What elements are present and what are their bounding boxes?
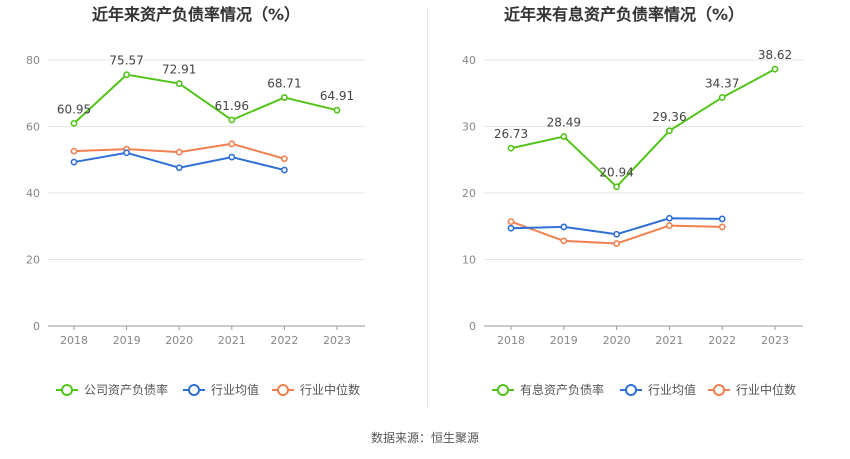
data-point bbox=[718, 94, 726, 101]
panel-divider bbox=[427, 8, 428, 408]
data-label: 38.62 bbox=[758, 48, 792, 62]
data-point bbox=[613, 183, 620, 191]
data-point bbox=[613, 240, 620, 247]
data-point bbox=[280, 166, 288, 174]
data-point bbox=[560, 133, 568, 140]
data-label: 61.96 bbox=[215, 99, 249, 113]
data-point bbox=[123, 71, 130, 79]
data-point bbox=[666, 214, 673, 222]
legend-marker bbox=[625, 384, 637, 396]
data-point bbox=[228, 153, 236, 161]
data-point bbox=[123, 149, 130, 157]
data-label: 26.73 bbox=[494, 127, 528, 141]
y-tick-label: 0 bbox=[33, 320, 40, 333]
data-point bbox=[70, 147, 78, 155]
x-tick-label: 2020 bbox=[603, 334, 631, 347]
data-point bbox=[666, 127, 673, 135]
legend-label: 公司资产负债率 bbox=[84, 382, 168, 397]
legend-label: 行业均值 bbox=[648, 382, 696, 397]
data-label: 75.57 bbox=[109, 54, 143, 68]
x-tick-label: 2021 bbox=[218, 334, 246, 347]
data-source-note: 数据来源：恒生聚源 bbox=[370, 431, 479, 445]
data-label: 28.49 bbox=[547, 116, 581, 130]
x-tick-label: 2019 bbox=[113, 334, 141, 347]
data-label: 72.91 bbox=[162, 63, 196, 77]
legend-marker bbox=[713, 384, 725, 396]
chart-title: 近年来资产负债率情况（%） bbox=[92, 5, 300, 24]
legend-marker bbox=[277, 384, 289, 396]
data-label: 60.95 bbox=[57, 102, 91, 116]
data-point bbox=[613, 230, 620, 238]
y-tick-label: 20 bbox=[26, 254, 40, 267]
legend-label: 有息资产负债率 bbox=[520, 382, 604, 397]
x-tick-label: 2020 bbox=[165, 334, 193, 347]
legend-label: 行业均值 bbox=[211, 382, 259, 397]
legend-marker bbox=[497, 384, 509, 396]
data-point bbox=[280, 155, 288, 163]
y-tick-label: 0 bbox=[469, 320, 476, 333]
series-line bbox=[510, 68, 776, 189]
x-tick-label: 2022 bbox=[708, 334, 736, 347]
legend-label: 行业中位数 bbox=[300, 382, 360, 397]
y-tick-label: 80 bbox=[26, 54, 40, 67]
x-tick-label: 2021 bbox=[655, 334, 683, 347]
x-tick-label: 2022 bbox=[270, 334, 298, 347]
data-label: 29.36 bbox=[652, 110, 686, 124]
y-tick-label: 40 bbox=[26, 187, 40, 200]
data-point bbox=[560, 223, 568, 231]
y-tick-label: 20 bbox=[462, 187, 476, 200]
chart-title: 近年来有息资产负债率情况（%） bbox=[504, 5, 744, 24]
legend-label: 行业中位数 bbox=[736, 382, 796, 397]
data-point bbox=[70, 119, 78, 127]
x-tick-label: 2018 bbox=[497, 334, 525, 347]
data-point bbox=[718, 223, 726, 231]
data-point bbox=[560, 237, 568, 245]
data-label: 20.94 bbox=[599, 166, 633, 180]
data-label: 34.37 bbox=[705, 76, 739, 90]
legend-marker bbox=[61, 384, 73, 396]
data-point bbox=[507, 224, 515, 232]
x-tick-label: 2023 bbox=[761, 334, 789, 347]
data-point bbox=[771, 65, 779, 73]
data-label: 64.91 bbox=[320, 89, 354, 103]
data-point bbox=[718, 215, 726, 223]
y-tick-label: 10 bbox=[462, 254, 476, 267]
data-point bbox=[333, 106, 341, 114]
data-point bbox=[70, 158, 78, 166]
data-point bbox=[175, 148, 183, 156]
data-point bbox=[280, 94, 288, 101]
legend-marker bbox=[188, 384, 200, 396]
y-tick-label: 60 bbox=[26, 121, 40, 134]
x-tick-label: 2018 bbox=[60, 334, 88, 347]
series-line bbox=[73, 73, 338, 125]
y-tick-label: 40 bbox=[462, 54, 476, 67]
data-point bbox=[175, 164, 183, 172]
x-tick-label: 2023 bbox=[323, 334, 351, 347]
data-label: 68.71 bbox=[267, 77, 301, 91]
data-point bbox=[175, 80, 183, 87]
y-tick-label: 30 bbox=[462, 121, 476, 134]
data-point bbox=[507, 218, 515, 225]
data-point bbox=[507, 144, 515, 152]
data-point bbox=[666, 222, 673, 229]
data-point bbox=[228, 116, 236, 124]
x-tick-label: 2019 bbox=[550, 334, 578, 347]
data-point bbox=[228, 140, 236, 148]
